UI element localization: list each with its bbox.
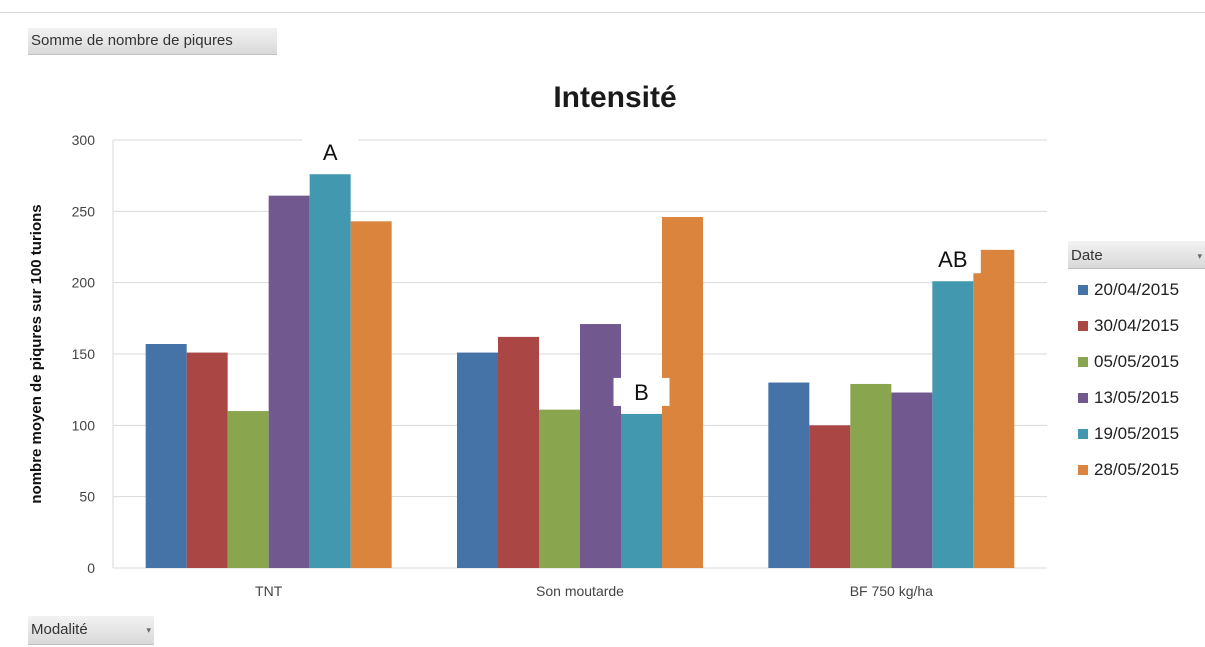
y-tick-label: 0 xyxy=(87,560,95,576)
y-tick-label: 250 xyxy=(72,203,96,219)
y-tick-label: 200 xyxy=(72,275,96,291)
bar xyxy=(580,324,621,568)
legend-swatch xyxy=(1078,392,1088,403)
legend-swatch xyxy=(1078,464,1088,475)
bar xyxy=(268,195,310,568)
legend-label: 13/05/2015 xyxy=(1094,388,1180,407)
legend-label: 19/05/2015 xyxy=(1094,424,1180,443)
x-tick-label: BF 750 kg/ha xyxy=(850,583,933,599)
x-tick-label: Son moutarde xyxy=(536,583,624,599)
y-tick-label: 50 xyxy=(79,489,95,505)
y-tick-label: 300 xyxy=(72,132,96,148)
bar xyxy=(145,344,187,568)
annotation-background xyxy=(613,377,670,406)
legend-swatch xyxy=(1078,284,1088,295)
annotation-background xyxy=(302,138,359,167)
y-tick-label: 100 xyxy=(72,417,96,433)
chart-area-border xyxy=(0,12,1205,13)
bar xyxy=(891,392,933,568)
legend-label: 28/05/2015 xyxy=(1094,460,1180,479)
bar xyxy=(498,336,539,568)
bar xyxy=(539,409,580,568)
bar xyxy=(186,352,228,568)
value-field-label: Somme de nombre de piqures xyxy=(31,32,233,49)
axis-field-label: Modalité xyxy=(31,621,88,638)
legend-swatch xyxy=(1078,320,1088,331)
legend-label: 20/04/2015 xyxy=(1094,280,1180,299)
legend-item: 30/04/2015 xyxy=(1078,314,1179,350)
bar xyxy=(850,383,892,568)
bar xyxy=(809,425,851,568)
bar xyxy=(350,221,392,568)
legend-swatch xyxy=(1078,428,1088,439)
legend-item: 28/05/2015 xyxy=(1078,458,1179,494)
legend-item: 20/04/2015 xyxy=(1078,278,1179,314)
legend-item: 19/05/2015 xyxy=(1078,422,1179,458)
legend-field-label: Date xyxy=(1071,247,1103,264)
bar xyxy=(973,249,1015,568)
y-axis-label: nombre moyen de piqures sur 100 turions xyxy=(28,204,45,503)
annotation-background xyxy=(924,245,981,274)
x-tick-label: TNT xyxy=(255,583,283,599)
chart-legend: 20/04/2015 30/04/2015 05/05/2015 13/05/2015… xyxy=(1078,278,1179,494)
legend-item: 13/05/2015 xyxy=(1078,386,1179,422)
legend-label: 05/05/2015 xyxy=(1094,352,1180,371)
dropdown-icon: ▾ xyxy=(1197,251,1202,261)
bar xyxy=(457,352,498,568)
bar xyxy=(932,281,974,568)
legend-swatch xyxy=(1078,356,1088,367)
dropdown-icon: ▾ xyxy=(146,625,151,635)
axis-field-button[interactable]: Modalité ▾ xyxy=(28,616,154,645)
annotation-label: B xyxy=(634,380,649,405)
chart-title: Intensité xyxy=(553,81,676,114)
annotation-label: A xyxy=(323,140,338,165)
bar xyxy=(768,382,810,568)
legend-item: 05/05/2015 xyxy=(1078,350,1179,386)
bar xyxy=(621,413,662,568)
value-field-button[interactable]: Somme de nombre de piqures xyxy=(28,28,277,55)
bar xyxy=(309,174,351,569)
annotation-label: AB xyxy=(938,247,967,272)
legend-label: 30/04/2015 xyxy=(1094,316,1180,335)
y-tick-label: 150 xyxy=(72,346,96,362)
bar xyxy=(227,411,269,568)
legend-field-button[interactable]: Date ▾ xyxy=(1068,241,1205,269)
